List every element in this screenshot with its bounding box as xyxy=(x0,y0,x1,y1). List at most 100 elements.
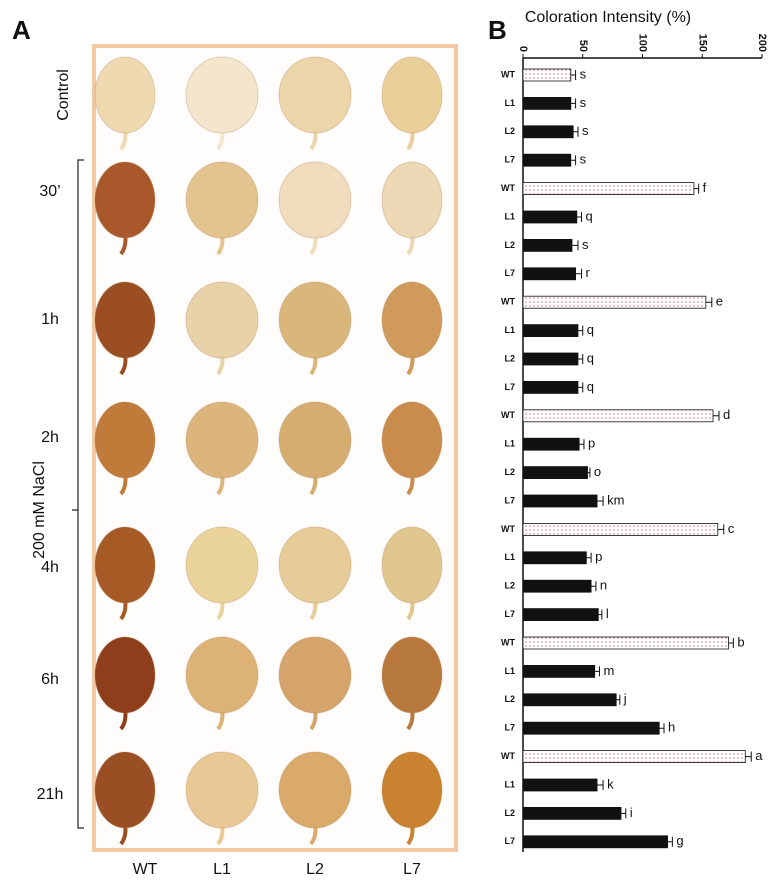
error-bar xyxy=(616,694,621,705)
bar xyxy=(522,807,622,820)
leaf xyxy=(278,56,352,134)
y-tick-label: L2 xyxy=(504,694,515,704)
leaf xyxy=(94,636,156,714)
bar xyxy=(522,466,588,480)
leaf xyxy=(185,401,259,479)
letter-label: f xyxy=(703,180,707,195)
error-bar xyxy=(597,780,604,790)
bar xyxy=(522,153,572,167)
bar xyxy=(522,324,579,338)
error-bar xyxy=(620,808,627,819)
leaf xyxy=(94,56,156,134)
leaf xyxy=(278,281,352,359)
error-bar xyxy=(705,297,713,308)
row-label: 30’ xyxy=(39,183,60,200)
error-bar xyxy=(570,155,577,166)
error-bar xyxy=(577,325,584,336)
leaf xyxy=(94,526,156,604)
bar xyxy=(522,182,695,196)
y-tick-label: L1 xyxy=(504,666,515,676)
letter-label: m xyxy=(603,663,614,678)
bar xyxy=(522,835,668,849)
x-tick-label: 50 xyxy=(577,40,589,52)
y-tick-label: L2 xyxy=(504,353,515,363)
row-label: 21h xyxy=(37,786,64,803)
error-bar xyxy=(571,240,579,251)
bar xyxy=(522,721,660,735)
error-bar xyxy=(713,410,720,421)
panel-label: A xyxy=(12,15,31,45)
leaf xyxy=(185,161,259,239)
letter-label: o xyxy=(594,464,601,479)
x-tick-label: 150 xyxy=(696,34,708,52)
letter-label: q xyxy=(586,208,593,223)
y-tick-label: L7 xyxy=(504,609,515,619)
column-label: L7 xyxy=(403,861,421,878)
y-tick-label: WT xyxy=(501,751,515,761)
bracket xyxy=(72,159,84,829)
y-tick-label: L7 xyxy=(504,495,515,505)
y-tick-label: L7 xyxy=(504,836,515,846)
letter-label: g xyxy=(676,833,683,848)
bar xyxy=(522,636,729,650)
leaf xyxy=(94,161,156,239)
letter-label: s xyxy=(580,95,587,110)
letter-label: l xyxy=(606,606,609,621)
y-tick-label: L7 xyxy=(504,723,515,733)
leaf xyxy=(278,526,352,604)
letter-label: i xyxy=(630,805,633,820)
leaf xyxy=(185,751,259,829)
y-tick-label: L2 xyxy=(504,467,515,477)
column-label: WT xyxy=(133,861,158,878)
error-bar xyxy=(667,836,673,847)
leaf xyxy=(381,56,443,134)
y-tick-label: L2 xyxy=(504,808,515,818)
y-tick-label: L2 xyxy=(504,581,515,591)
error-bar xyxy=(659,723,665,734)
bar xyxy=(522,380,579,394)
letter-label: q xyxy=(587,350,594,365)
leaf xyxy=(185,56,259,134)
row-label: 2h xyxy=(41,429,59,446)
bar xyxy=(522,68,572,82)
y-tick-label: L7 xyxy=(504,155,515,165)
row-label: 6h xyxy=(41,671,59,688)
letter-label: q xyxy=(587,379,594,394)
error-bar xyxy=(586,552,592,563)
y-tick-label: WT xyxy=(501,524,515,534)
error-bar xyxy=(591,581,597,592)
letter-label: a xyxy=(755,748,763,763)
leaf xyxy=(381,526,443,604)
letter-label: n xyxy=(600,578,607,593)
x-tick-label: 100 xyxy=(637,34,649,52)
leaf xyxy=(94,751,156,829)
y-tick-label: L1 xyxy=(504,98,515,108)
letter-label: h xyxy=(668,720,675,735)
error-bar xyxy=(577,354,584,364)
x-tick-label: 200 xyxy=(756,34,768,52)
leaf xyxy=(185,526,259,604)
bar xyxy=(522,494,598,508)
bar xyxy=(522,352,579,366)
leaf xyxy=(381,161,443,239)
error-bar xyxy=(575,268,583,279)
letter-label: s xyxy=(580,66,587,81)
y-tick-label: WT xyxy=(501,637,515,647)
error-bar xyxy=(597,496,604,506)
letter-label: q xyxy=(587,322,594,337)
bar xyxy=(522,778,598,792)
bar xyxy=(522,409,714,423)
column-label: L2 xyxy=(306,861,324,878)
error-bar xyxy=(576,212,583,222)
error-bar xyxy=(570,98,577,109)
bar xyxy=(522,238,573,252)
letter-label: s xyxy=(582,123,589,138)
bar xyxy=(522,523,719,536)
leaf xyxy=(381,281,443,359)
bar xyxy=(522,437,580,451)
leaf xyxy=(381,751,443,829)
x-tick-label: 0 xyxy=(517,46,529,52)
row-label: 1h xyxy=(41,311,59,328)
bar xyxy=(522,125,574,139)
error-bar xyxy=(728,638,734,648)
